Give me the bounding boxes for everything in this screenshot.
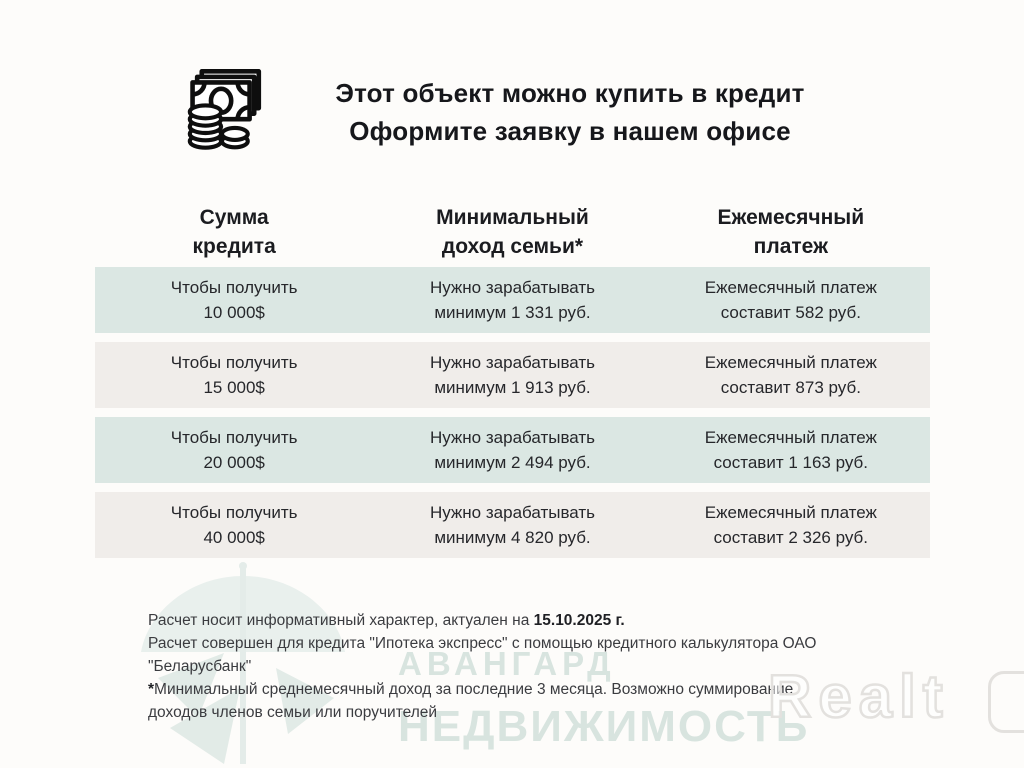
cell-text: минимум 2 494 руб. — [434, 453, 591, 472]
loan-sum-cell: Чтобы получить 20 000$ — [95, 425, 373, 475]
cell-text: Ежемесячный платеж — [704, 353, 877, 372]
disclaimer-text: Расчет носит информативный характер, акт… — [148, 609, 878, 724]
cell-text: Чтобы получить — [170, 503, 298, 522]
disclaimer-text-part: Расчет совершен для кредита "Ипотека экс… — [148, 635, 817, 652]
cell-text: Нужно зарабатывать — [429, 278, 596, 297]
disclaimer-line: *Минимальный среднемесячный доход за пос… — [148, 678, 878, 701]
table-header-row: Сумма кредита Минимальный доход семьи* Е… — [95, 203, 930, 261]
table-row: Чтобы получить 10 000$ Нужно зарабатыват… — [95, 267, 930, 333]
cell-text: Чтобы получить — [170, 353, 298, 372]
page-title: Этот объект можно купить в кредит Оформи… — [270, 74, 870, 150]
disclaimer-line: Расчет совершен для кредита "Ипотека экс… — [148, 632, 878, 655]
page-title-line2: Оформите заявку в нашем офисе — [349, 116, 791, 146]
min-income-cell: Нужно зарабатывать минимум 4 820 руб. — [373, 500, 651, 550]
column-header-monthly-payment: Ежемесячный платеж — [652, 203, 930, 261]
monthly-payment-cell: Ежемесячный платеж составит 582 руб. — [652, 275, 930, 325]
column-header-text: доход семьи* — [441, 235, 584, 258]
page-title-line1: Этот объект можно купить в кредит — [335, 78, 805, 108]
cell-text: Чтобы получить — [170, 428, 298, 447]
column-header-loan-sum: Сумма кредита — [95, 203, 373, 261]
disclaimer-asterisk: * — [148, 681, 155, 698]
monthly-payment-cell: Ежемесячный платеж составит 873 руб. — [652, 350, 930, 400]
money-banknotes-coins-icon — [187, 69, 262, 150]
cell-text: составит 2 326 руб. — [713, 528, 869, 547]
cell-text: составит 1 163 руб. — [713, 453, 869, 472]
loan-sum-cell: Чтобы получить 10 000$ — [95, 275, 373, 325]
table-row: Чтобы получить 20 000$ Нужно зарабатыват… — [95, 417, 930, 483]
cell-text: минимум 1 913 руб. — [434, 378, 591, 397]
disclaimer-text-part: доходов членов семьи или поручителей — [148, 704, 438, 721]
cell-text: составит 873 руб. — [720, 378, 861, 397]
disclaimer-line: "Беларусбанк" — [148, 655, 878, 678]
cell-text: Ежемесячный платеж — [704, 503, 877, 522]
disclaimer-date: 15.10.2025 г. — [533, 612, 625, 629]
cell-text: составит 582 руб. — [720, 303, 861, 322]
cell-text: Нужно зарабатывать — [429, 428, 596, 447]
disclaimer-line: Расчет носит информативный характер, акт… — [148, 609, 878, 632]
monthly-payment-cell: Ежемесячный платеж составит 2 326 руб. — [652, 500, 930, 550]
cell-text: Нужно зарабатывать — [429, 503, 596, 522]
min-income-cell: Нужно зарабатывать минимум 2 494 руб. — [373, 425, 651, 475]
cell-text: 20 000$ — [203, 453, 265, 472]
column-header-text: Сумма — [199, 206, 269, 229]
column-header-min-income: Минимальный доход семьи* — [373, 203, 651, 261]
cell-text: Нужно зарабатывать — [429, 353, 596, 372]
disclaimer-line: доходов членов семьи или поручителей — [148, 701, 878, 724]
cell-text: Ежемесячный платеж — [704, 428, 877, 447]
disclaimer-text-part: Минимальный среднемесячный доход за посл… — [154, 681, 794, 698]
min-income-cell: Нужно зарабатывать минимум 1 913 руб. — [373, 350, 651, 400]
min-income-cell: Нужно зарабатывать минимум 1 331 руб. — [373, 275, 651, 325]
table-row: Чтобы получить 40 000$ Нужно зарабатыват… — [95, 492, 930, 558]
cell-text: 40 000$ — [203, 528, 265, 547]
cell-text: Ежемесячный платеж — [704, 278, 877, 297]
loan-sum-cell: Чтобы получить 40 000$ — [95, 500, 373, 550]
column-header-text: Ежемесячный — [717, 206, 865, 229]
credit-table: Сумма кредита Минимальный доход семьи* Е… — [95, 203, 930, 567]
column-header-text: Минимальный — [436, 206, 589, 229]
column-header-text: платеж — [753, 235, 828, 258]
loan-sum-cell: Чтобы получить 15 000$ — [95, 350, 373, 400]
cell-text: минимум 4 820 руб. — [434, 528, 591, 547]
cell-text: минимум 1 331 руб. — [434, 303, 591, 322]
cell-text: Чтобы получить — [170, 278, 298, 297]
column-header-text: кредита — [192, 235, 276, 258]
cell-text: 15 000$ — [203, 378, 265, 397]
monthly-payment-cell: Ежемесячный платеж составит 1 163 руб. — [652, 425, 930, 475]
disclaimer-text-part: Расчет носит информативный характер, акт… — [148, 612, 534, 629]
table-row: Чтобы получить 15 000$ Нужно зарабатыват… — [95, 342, 930, 408]
cell-text: 10 000$ — [203, 303, 265, 322]
disclaimer-text-part: "Беларусбанк" — [148, 658, 252, 675]
